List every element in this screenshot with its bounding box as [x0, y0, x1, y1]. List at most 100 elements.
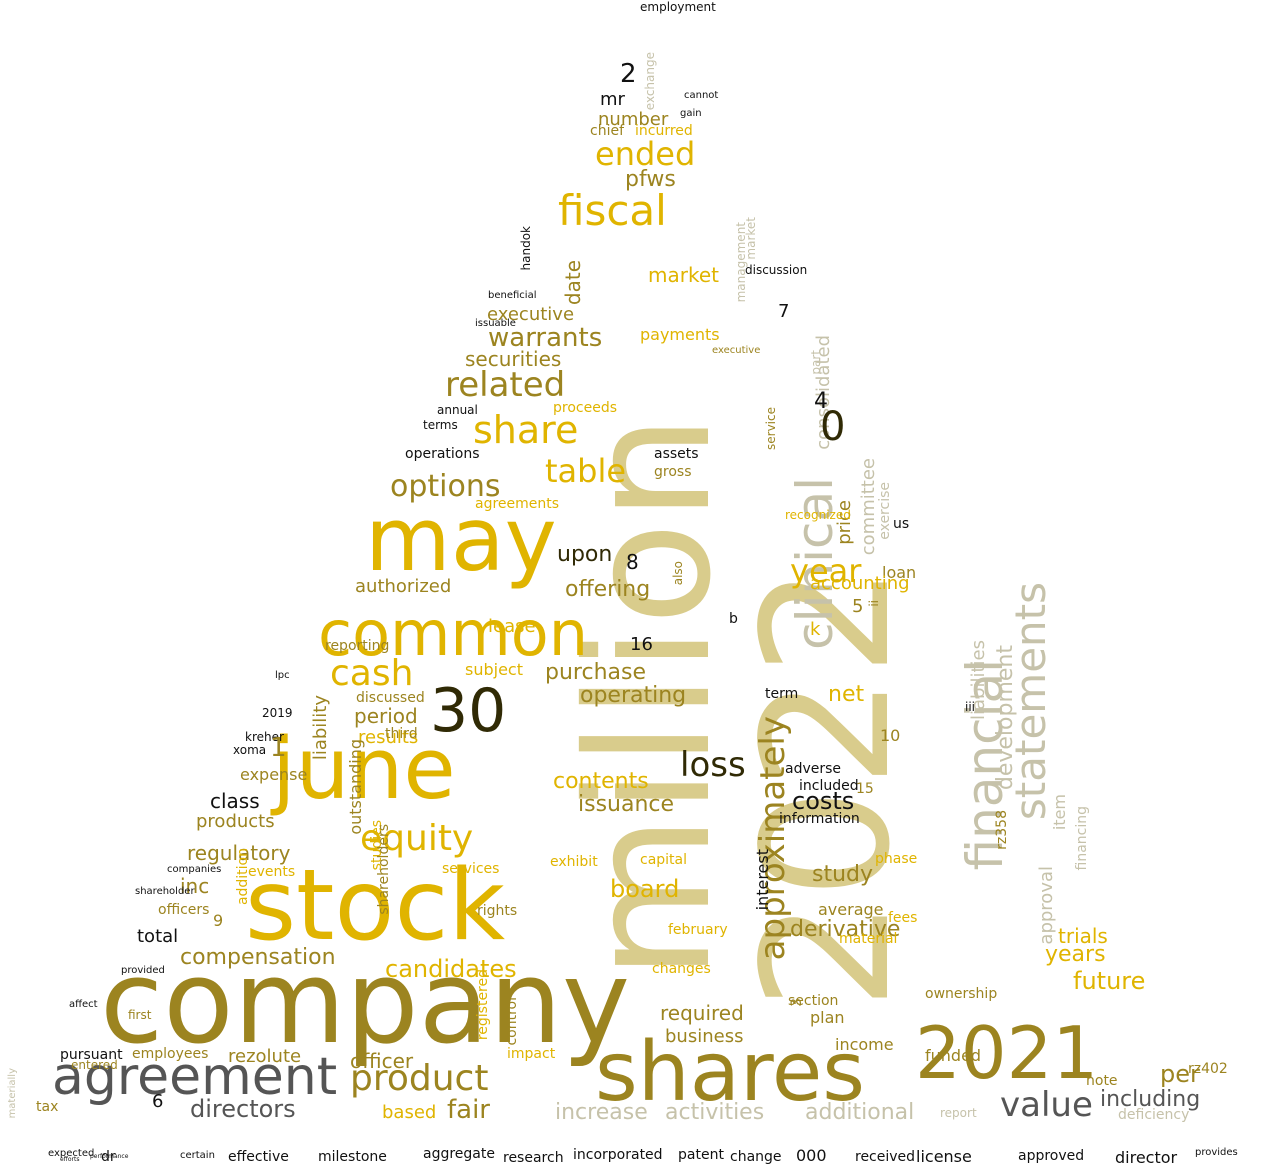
word-29: fair: [447, 1095, 490, 1126]
word-116: control: [504, 997, 520, 1046]
word-164: 7: [778, 300, 790, 322]
word-54: expense: [240, 764, 308, 784]
word-102: adverse: [785, 760, 842, 777]
word-138: addition: [235, 847, 251, 905]
word-87: incurred: [635, 122, 693, 139]
word-59: period: [354, 704, 418, 728]
word-162: 5: [852, 595, 864, 617]
word-72: ownership: [925, 985, 998, 1002]
word-147: issuable: [475, 317, 516, 329]
word-55: inc: [180, 874, 210, 898]
word-35: including: [1100, 1087, 1201, 1113]
word-143: terms: [423, 417, 458, 432]
word-174: k: [810, 618, 821, 640]
word-196: materially: [7, 1067, 18, 1118]
word-184: incorporated: [573, 1146, 663, 1163]
word-175: us: [893, 515, 910, 532]
word-69: income: [835, 1034, 894, 1054]
word-85: mr: [600, 88, 625, 110]
word-129: kreher: [245, 729, 284, 744]
word-134: third: [385, 725, 418, 742]
word-142: agreements: [475, 495, 560, 512]
word-182: aggregate: [423, 1145, 495, 1162]
word-193: provides: [1195, 1146, 1238, 1158]
word-75: committee: [858, 457, 879, 555]
word-63: subject: [465, 659, 523, 679]
word-169: 0: [820, 404, 846, 450]
word-153: executive: [712, 344, 761, 356]
word-45: operating: [580, 683, 687, 709]
word-156: service: [764, 407, 778, 450]
word-13: product: [350, 1057, 489, 1099]
word-33: activities: [665, 1100, 765, 1126]
word-158: also: [671, 560, 685, 585]
word-18: equity: [360, 817, 474, 859]
word-4: shares: [595, 1025, 866, 1121]
word-48: years: [1045, 942, 1106, 968]
word-88: proceeds: [553, 399, 618, 416]
word-180: effective: [228, 1148, 289, 1165]
word-154: discussion: [745, 262, 808, 277]
word-192: expected: [48, 1147, 95, 1159]
word-136: events: [248, 863, 296, 880]
word-6: may: [365, 488, 557, 592]
word-68: required: [660, 1001, 744, 1025]
word-67: business: [665, 1025, 744, 1047]
word-146: beneficial: [488, 289, 537, 301]
word-125: provided: [121, 964, 165, 976]
word-115: impact: [507, 1045, 556, 1062]
word-171: 3: [789, 998, 805, 1007]
word-132: reporting: [325, 637, 390, 654]
word-118: pursuant: [60, 1046, 123, 1063]
word-28: directors: [190, 1095, 296, 1124]
word-46: net: [828, 682, 865, 708]
word-73: loan: [882, 562, 917, 582]
word-100: report: [940, 1105, 977, 1120]
word-114: rights: [477, 902, 518, 919]
word-137: shareholders: [376, 824, 392, 915]
word-56: total: [137, 925, 179, 947]
word-179: certain: [180, 1149, 215, 1161]
word-26: development: [993, 644, 1018, 790]
word-95: approval: [1036, 866, 1057, 945]
word-168: 16: [630, 633, 653, 655]
word-110: february: [668, 921, 728, 938]
word-37: offering: [565, 577, 651, 603]
word-14: cash: [330, 652, 414, 694]
word-74: exercise: [877, 482, 893, 540]
word-8: common: [318, 597, 589, 671]
word-92: interest: [753, 848, 772, 910]
word-176: ii: [867, 600, 881, 607]
word-71: note: [1086, 1072, 1118, 1089]
word-141: operations: [405, 445, 480, 462]
word-170: 1: [270, 733, 287, 764]
word-79: accounting: [810, 572, 910, 594]
word-130: lpc: [275, 669, 290, 681]
word-57: authorized: [355, 575, 452, 597]
word-47: future: [1073, 967, 1146, 996]
word-5: 2021: [915, 1010, 1099, 1095]
word-21: options: [390, 468, 501, 504]
word-44: purchase: [545, 660, 646, 686]
word-97: financing: [1074, 805, 1090, 870]
word-105: phase: [875, 850, 918, 867]
word-66: based: [382, 1101, 437, 1123]
word-167: 15: [856, 780, 874, 797]
word-51: regulatory: [187, 841, 291, 865]
word-93: rz358: [994, 810, 1010, 850]
word-50: derivative: [790, 917, 901, 943]
word-172: 9: [213, 910, 224, 930]
word-108: section: [788, 992, 839, 1009]
word-191: director: [1115, 1147, 1178, 1167]
word-107: material: [839, 930, 898, 947]
word-120: officers: [158, 901, 210, 918]
word-84: number: [598, 108, 669, 130]
word-183: research: [503, 1149, 564, 1166]
word-131: 2019: [262, 705, 293, 720]
word-30: warrants: [488, 323, 603, 354]
word-82: date: [561, 259, 585, 305]
word-189: license: [916, 1146, 972, 1166]
word-197: employment: [640, 0, 716, 14]
word-19: share: [473, 407, 579, 452]
word-163: 6: [152, 1090, 164, 1112]
